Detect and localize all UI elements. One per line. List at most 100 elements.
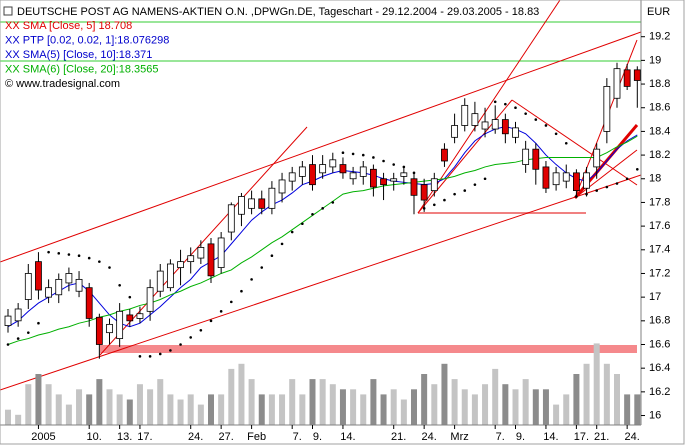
candle-body — [633, 69, 641, 81]
candle-body — [522, 148, 530, 165]
candle-body — [329, 159, 337, 168]
volume-bar — [603, 363, 610, 425]
candle-body — [136, 313, 144, 319]
volume-bar — [583, 363, 590, 425]
x-tick-label: 17. — [574, 431, 589, 443]
candle-body — [309, 164, 316, 186]
indicator-dot — [351, 152, 355, 156]
candle-body — [146, 287, 154, 312]
candle-body — [501, 119, 509, 135]
candle-body — [430, 178, 438, 191]
volume-bar — [228, 368, 235, 425]
indicator-dot — [544, 124, 548, 127]
volume-bar — [512, 389, 519, 425]
volume-bar — [289, 379, 296, 425]
indicator-dot — [564, 141, 568, 145]
candle-body — [4, 315, 12, 326]
candle-body — [35, 261, 42, 291]
indicator-dot — [179, 343, 182, 346]
y-tick-label: 19.2 — [649, 31, 670, 43]
y-tick-label: 17.4 — [649, 244, 670, 256]
volume-bar — [390, 389, 397, 425]
indicator-dot — [169, 349, 172, 352]
volume-bar — [136, 384, 143, 425]
candle-body — [369, 168, 377, 188]
indicator-dot — [199, 328, 203, 332]
volume-bar — [471, 394, 478, 425]
volume-bar — [35, 374, 42, 425]
volume-bar — [380, 394, 387, 425]
candle-body — [410, 178, 418, 196]
candle-body — [593, 148, 601, 168]
volume-bar — [400, 399, 407, 425]
indicator-dot — [341, 151, 345, 155]
indicator-dot — [148, 355, 152, 358]
indicator-dot — [250, 278, 253, 281]
x-tick-label: 14. — [543, 431, 558, 443]
indicator-dot — [575, 195, 578, 198]
candle-body — [471, 113, 479, 126]
candle-body — [268, 187, 276, 209]
candle-body — [319, 164, 327, 174]
candle-body — [349, 172, 357, 180]
candle-body — [613, 68, 621, 99]
support-band — [100, 345, 637, 353]
indicator-dot — [47, 250, 50, 254]
chart-title: DEUTSCHE POST AG NAMENS-AKTIEN O.N. ,DPW… — [17, 6, 539, 18]
volume-bar — [5, 409, 11, 425]
currency-label: EUR — [647, 6, 670, 18]
volume-bar — [411, 389, 417, 425]
candle-body — [380, 178, 387, 186]
indicator-dot — [443, 198, 446, 202]
x-tick-label: 10. — [87, 431, 102, 443]
trend-line — [417, 0, 561, 214]
indicator-dot — [57, 252, 61, 255]
volume-bar — [451, 379, 458, 425]
volume-bar — [593, 343, 600, 425]
indicator-dot — [67, 253, 71, 256]
candle-body — [491, 119, 499, 130]
indicator-dot — [280, 242, 284, 246]
candle-body — [481, 121, 489, 130]
legend-entry: XX SMA(6) [Close, 20]:18.3565 — [5, 63, 158, 75]
x-tick-label: 21. — [594, 431, 609, 443]
volume-bar — [299, 394, 306, 425]
volume-bar — [441, 363, 448, 425]
volume-bar — [502, 384, 509, 425]
volume-bar — [187, 394, 194, 425]
candle-body — [106, 323, 113, 334]
volume-bar — [370, 379, 377, 425]
candle-body — [227, 204, 235, 233]
volume-bar — [573, 374, 580, 425]
indicator-dot — [361, 153, 365, 157]
candle-body — [441, 148, 448, 162]
y-tick-label: 17.6 — [649, 220, 670, 232]
candle-body — [603, 86, 611, 132]
candle-body — [197, 247, 205, 259]
volume-bar — [431, 384, 438, 425]
volume-bar — [167, 394, 174, 425]
y-tick-label: 17 — [649, 291, 661, 303]
indicator-dot — [158, 352, 162, 356]
indicator-dot — [6, 343, 10, 346]
indicator-dot — [473, 183, 477, 186]
candle-body — [116, 310, 124, 339]
candle-body — [85, 287, 93, 319]
candle-body — [126, 314, 134, 322]
candle-body — [288, 172, 296, 182]
volume-bar — [116, 394, 123, 425]
candle-body — [573, 172, 580, 191]
indicator-dot — [534, 118, 538, 121]
indicator-dot — [138, 355, 142, 358]
volume-bar — [542, 389, 549, 425]
candle-body — [461, 104, 469, 126]
indicator-dot — [321, 207, 324, 210]
x-tick-label: 17. — [137, 431, 152, 443]
volume-bar — [25, 384, 32, 425]
candle-body — [55, 278, 63, 296]
volume-bar — [147, 389, 154, 425]
volume-bar — [461, 389, 468, 425]
candle-body — [400, 172, 408, 177]
indicator-dot — [16, 337, 20, 340]
